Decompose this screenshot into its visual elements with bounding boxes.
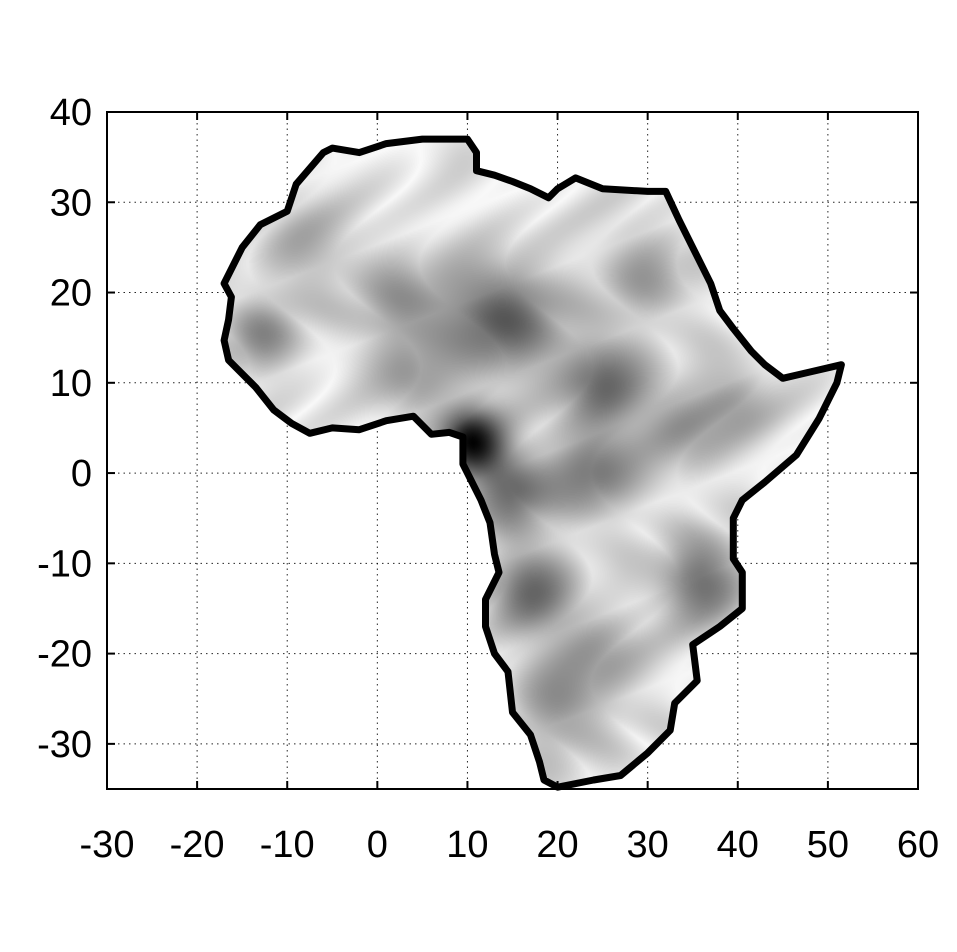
x-axis: -30 -20 -10 0 10 20 30 40 50 60 <box>80 824 940 866</box>
y-tick-label: 40 <box>50 92 92 134</box>
y-tick-label: 20 <box>50 273 92 315</box>
y-axis: 40 30 20 10 0 -10 -20 -30 <box>37 92 92 766</box>
x-tick-label: 20 <box>536 824 578 866</box>
x-tick-label: 30 <box>627 824 669 866</box>
y-tick-label: 30 <box>50 182 92 224</box>
x-tick-label: 60 <box>897 824 939 866</box>
x-tick-label: 50 <box>807 824 849 866</box>
x-tick-label: 40 <box>717 824 759 866</box>
y-tick-label: -10 <box>37 543 92 585</box>
africa-coastline <box>220 135 845 791</box>
x-tick-label: -10 <box>260 824 315 866</box>
y-tick-label: 0 <box>71 453 92 495</box>
y-tick-label: -30 <box>37 724 92 766</box>
x-tick-label: 0 <box>367 824 388 866</box>
x-tick-label: -20 <box>170 824 225 866</box>
y-tick-label: 10 <box>50 363 92 405</box>
plot-frame <box>106 111 919 790</box>
axis-ticks <box>106 111 919 789</box>
x-tick-label: -30 <box>80 824 135 866</box>
x-tick-label: 10 <box>446 824 488 866</box>
y-tick-label: -20 <box>37 634 92 676</box>
